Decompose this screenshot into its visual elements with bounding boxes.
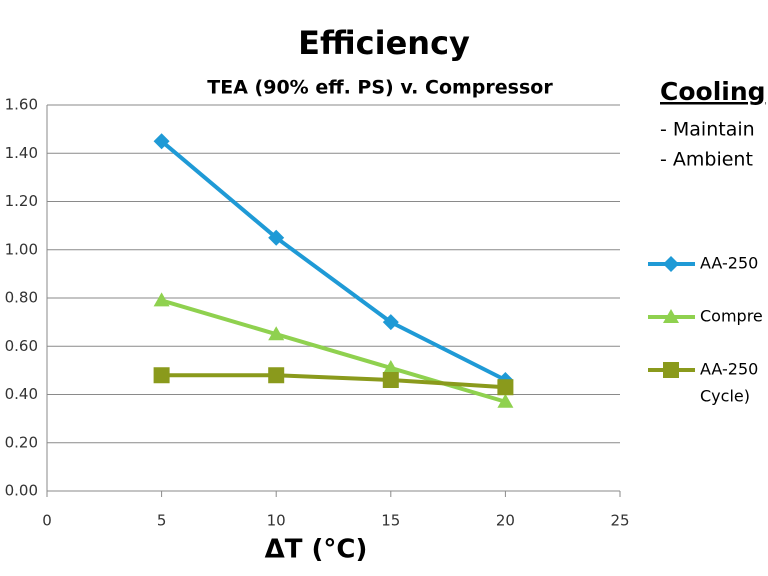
data-point (268, 229, 285, 246)
legend-marker (663, 362, 679, 378)
data-point (153, 292, 170, 307)
series-line (160, 139, 507, 382)
side-heading: Cooling (660, 77, 766, 106)
y-tick-label: 0.40 (5, 385, 38, 403)
y-tick-label: 0.20 (5, 433, 38, 451)
data-point (268, 326, 285, 341)
x-tick-label: 10 (267, 512, 286, 530)
series-line (161, 298, 506, 404)
x-tick-label: 15 (381, 512, 400, 530)
data-point (268, 367, 285, 384)
side-note: - Maintain (660, 119, 755, 141)
y-tick-label: 0.80 (5, 289, 38, 307)
legend-label: Cycle) (700, 387, 750, 406)
data-point (153, 367, 170, 384)
y-tick-label: 1.20 (5, 192, 38, 210)
data-point (382, 359, 399, 374)
series-line (161, 373, 506, 390)
x-tick-label: 0 (42, 512, 52, 530)
y-tick-label: 1.60 (5, 96, 38, 114)
chart-subtitle: TEA (90% eff. PS) v. Compressor (207, 77, 553, 99)
legend-label: AA-250 (700, 254, 758, 273)
data-point (382, 314, 399, 331)
legend-marker (663, 256, 679, 272)
data-point (153, 133, 170, 150)
chart-title: Efficiency (298, 24, 470, 62)
y-tick-label: 1.40 (5, 144, 38, 162)
side-note: - Ambient (660, 149, 753, 171)
y-tick-label: 1.00 (5, 240, 38, 258)
x-tick-label: 5 (157, 512, 167, 530)
data-point (497, 379, 514, 396)
data-point (382, 372, 399, 389)
legend-marker (663, 309, 679, 323)
y-tick-label: 0.60 (5, 337, 38, 355)
x-tick-label: 25 (610, 512, 629, 530)
y-tick-label: 0.00 (5, 482, 38, 500)
legend-label: Compre (700, 307, 763, 326)
data-point (497, 393, 514, 408)
x-axis-label: ΔT (°C) (265, 535, 368, 565)
x-tick-label: 20 (496, 512, 515, 530)
legend-label: AA-250 (700, 360, 758, 379)
